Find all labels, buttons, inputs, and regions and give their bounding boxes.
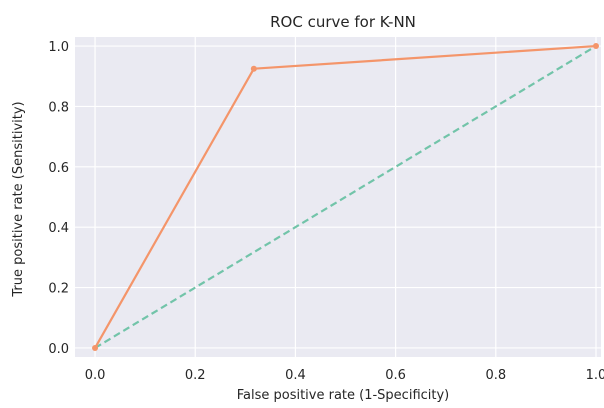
x-axis-label: False positive rate (1-Specificity) [237, 388, 450, 403]
plot-background [75, 37, 601, 357]
y-tick-label: 0.0 [48, 342, 69, 357]
roc-point-marker [250, 65, 257, 72]
series-layer [92, 43, 599, 351]
y-tick-label: 0.2 [48, 282, 69, 297]
y-tick-label: 0.8 [48, 100, 69, 115]
x-tick-labels: 0.0 0.2 0.4 0.6 0.8 1.0 [85, 368, 604, 383]
y-tick-labels: 0.0 0.2 0.4 0.6 0.8 1.0 [48, 40, 69, 357]
y-tick-label: 0.6 [48, 161, 69, 176]
x-tick-label: 0.6 [385, 368, 406, 383]
x-tick-label: 0.8 [485, 368, 506, 383]
y-tick-label: 0.4 [48, 221, 69, 236]
x-tick-label: 0.0 [85, 368, 106, 383]
grid-lines [75, 37, 601, 357]
y-axis-label: True positive rate (Sensitivity) [11, 101, 26, 297]
diagonal-reference-line [94, 45, 597, 349]
x-tick-label: 0.2 [185, 368, 206, 383]
roc-point-marker [592, 43, 599, 50]
x-tick-label: 1.0 [586, 368, 604, 383]
roc-point-marker [92, 344, 99, 351]
y-tick-label: 1.0 [48, 40, 69, 55]
chart-title: ROC curve for K-NN [270, 13, 416, 31]
x-tick-label: 0.4 [285, 368, 306, 383]
